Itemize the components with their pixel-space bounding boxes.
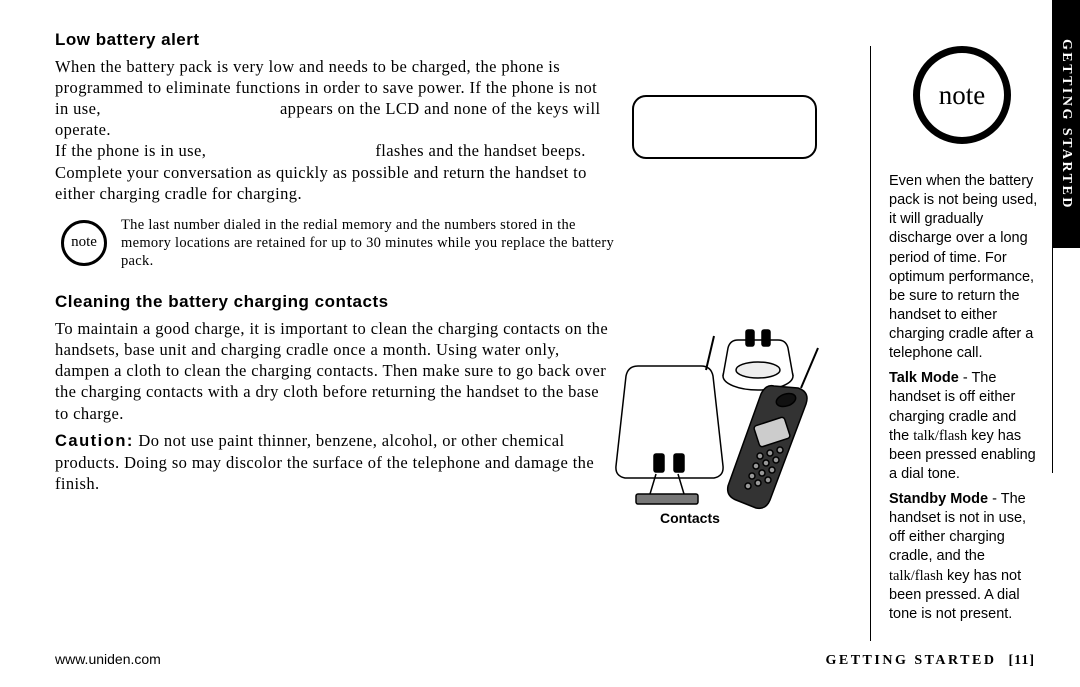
section-tab: GETTING STARTED [1052,0,1080,248]
note-icon: note [61,220,107,266]
caution-label: Caution: [55,432,134,450]
footer-url: www.uniden.com [55,651,161,667]
sidebar: note Even when the battery pack is not b… [870,46,1040,641]
sidebar-talk-mode: Talk Mode - The handset is off either ch… [889,369,1040,484]
footer-section: GETTING STARTED [11] [825,653,1035,669]
right-divider [1052,248,1053,473]
main-column: Low battery alert When the battery pack … [55,30,615,500]
cleaning-paragraph: To maintain a good charge, it is importa… [55,318,615,424]
contacts-label: Contacts [660,510,720,526]
contacts-illustration [606,326,836,531]
page-footer: www.uniden.com GETTING STARTED [11] [55,651,1035,669]
low-battery-paragraph: When the battery pack is very low and ne… [55,56,615,204]
note-icon-large: note [913,46,1011,144]
manual-page: GETTING STARTED Low battery alert When t… [0,0,1080,687]
inline-note: note The last number dialed in the redia… [55,216,615,270]
heading-low-battery: Low battery alert [55,30,615,50]
sidebar-standby-mode: Standby Mode - The handset is not in use… [889,490,1040,624]
heading-cleaning: Cleaning the battery charging contacts [55,292,615,312]
sidebar-text: Even when the battery pack is not being … [889,172,1040,624]
caution-paragraph: Caution: Do not use paint thinner, benze… [55,430,615,494]
sidebar-para1: Even when the battery pack is not being … [889,172,1040,363]
lcd-placeholder [632,95,817,159]
section-tab-label: GETTING STARTED [1058,39,1074,210]
inline-note-text: The last number dialed in the redial mem… [121,216,615,270]
